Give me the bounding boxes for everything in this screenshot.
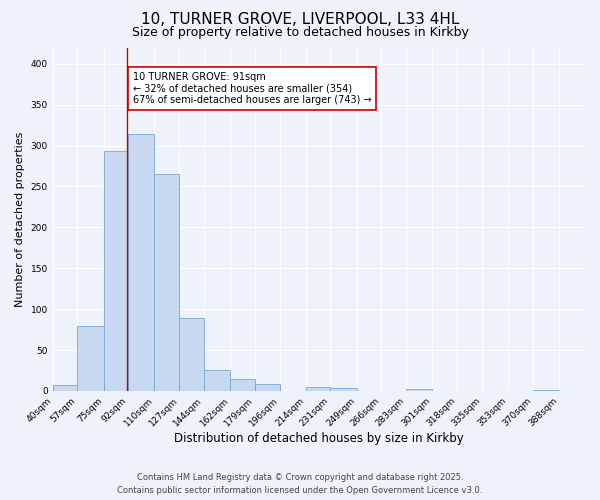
X-axis label: Distribution of detached houses by size in Kirkby: Distribution of detached houses by size … bbox=[174, 432, 464, 445]
Bar bbox=[128, 134, 154, 391]
Bar bbox=[53, 385, 77, 391]
Bar bbox=[154, 174, 179, 391]
Bar bbox=[406, 390, 432, 391]
Bar bbox=[104, 152, 128, 391]
Text: Size of property relative to detached houses in Kirkby: Size of property relative to detached ho… bbox=[131, 26, 469, 39]
Bar bbox=[204, 370, 230, 391]
Text: 10 TURNER GROVE: 91sqm
← 32% of detached houses are smaller (354)
67% of semi-de: 10 TURNER GROVE: 91sqm ← 32% of detached… bbox=[133, 72, 371, 105]
Text: 10, TURNER GROVE, LIVERPOOL, L33 4HL: 10, TURNER GROVE, LIVERPOOL, L33 4HL bbox=[141, 12, 459, 28]
Bar bbox=[331, 388, 356, 391]
Text: Contains HM Land Registry data © Crown copyright and database right 2025.
Contai: Contains HM Land Registry data © Crown c… bbox=[118, 474, 482, 495]
Bar bbox=[230, 378, 255, 391]
Bar bbox=[179, 318, 204, 391]
Bar bbox=[77, 326, 104, 391]
Bar bbox=[533, 390, 559, 391]
Bar bbox=[255, 384, 280, 391]
Y-axis label: Number of detached properties: Number of detached properties bbox=[15, 132, 25, 307]
Bar bbox=[306, 387, 331, 391]
